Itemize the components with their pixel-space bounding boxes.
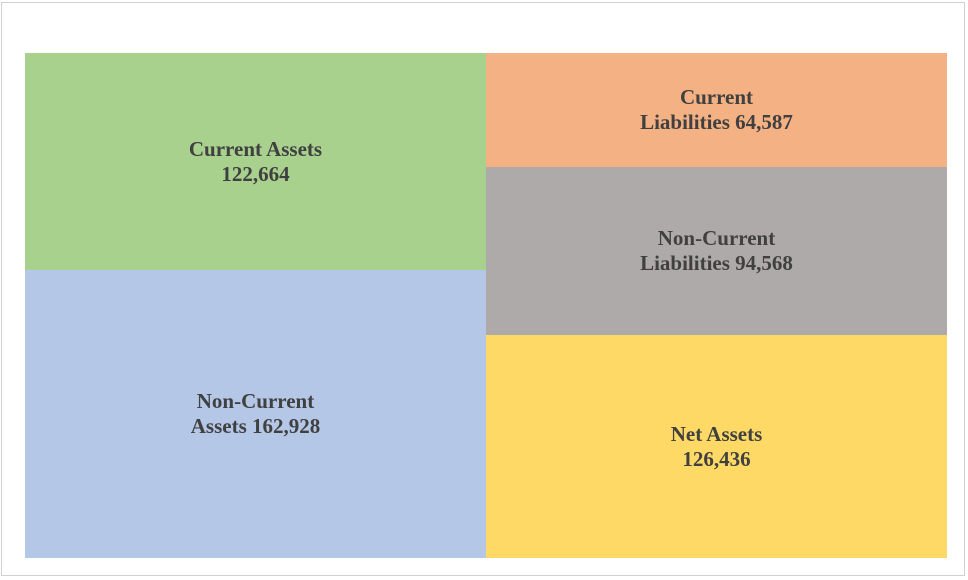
treemap-label-current-liabilities: Current Liabilities 64,587 (640, 85, 793, 134)
treemap-cell-current-liabilities: Current Liabilities 64,587 (486, 53, 947, 167)
treemap-plot-area: Current Assets 122,664 Non-Current Asset… (25, 53, 947, 558)
treemap-label-non-current-liabilities: Non-Current Liabilities 94,568 (640, 226, 793, 275)
treemap-label-net-assets: Net Assets 126,436 (670, 421, 763, 471)
treemap-cell-net-assets: Net Assets 126,436 (486, 335, 947, 558)
treemap-cell-current-assets: Current Assets 122,664 (25, 53, 486, 270)
treemap-cell-non-current-liabilities: Non-Current Liabilities 94,568 (486, 167, 947, 335)
treemap-label-non-current-assets: Non-Current Assets 162,928 (190, 389, 321, 438)
treemap-cell-non-current-assets: Non-Current Assets 162,928 (25, 270, 486, 558)
treemap-label-current-assets: Current Assets 122,664 (188, 136, 323, 186)
